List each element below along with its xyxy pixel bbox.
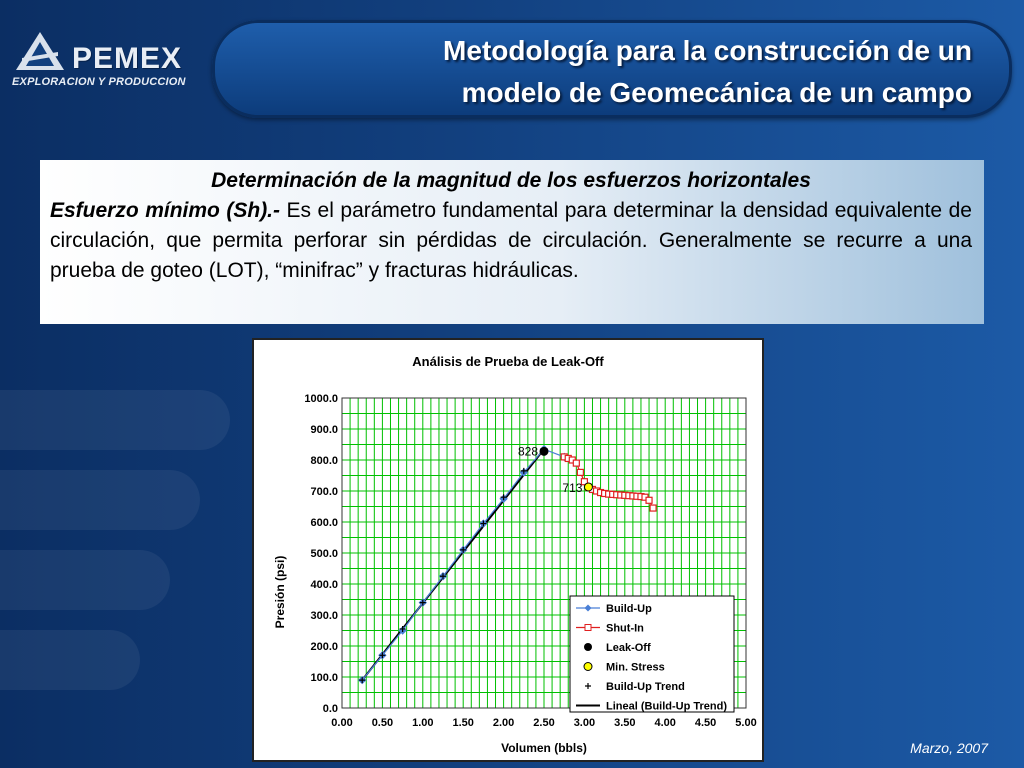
background-shape — [0, 470, 200, 530]
content-box: Determinación de la magnitud de los esfu… — [40, 160, 984, 324]
slide-title-line1: Metodología para la construcción de un — [443, 35, 972, 66]
pemex-eagle-icon — [16, 32, 64, 70]
background-shape — [0, 390, 230, 450]
legend-label: Build-Up Trend — [606, 681, 685, 693]
build-up-trend-point — [440, 573, 446, 580]
footer-date: Marzo, 2007 — [910, 740, 988, 756]
slide-title-line2: modelo de Geomecánica de un campo — [461, 77, 972, 108]
x-tick-label: 1.00 — [412, 717, 433, 729]
build-up-trend-point — [500, 494, 507, 501]
leak-off-chart: 0.00 0.50 1.00 1.50 2.00 2.50 3.00 3.50 4.00 4.50… — [252, 338, 764, 762]
content-heading: Determinación de la magnitud de los esfu… — [211, 169, 811, 192]
y-axis-label: Presión (psi) — [273, 556, 287, 629]
chart-svg: 0.00 0.50 1.00 1.50 2.00 2.50 3.00 3.50 4.00 4.50… — [273, 354, 757, 755]
legend-marker-build-up — [584, 604, 592, 612]
shut-in-point — [649, 504, 657, 512]
logo-subtitle: EXPLORACION Y PRODUCCION — [12, 76, 186, 88]
leak-off-point — [539, 446, 549, 456]
x-tick-label: 3.00 — [574, 717, 595, 729]
chart-title: Análisis de Prueba de Leak-Off — [412, 354, 604, 369]
y-tick-label: 200.0 — [310, 641, 338, 653]
x-tick-label: 3.50 — [614, 717, 635, 729]
legend-marker-build-up-trend — [585, 683, 591, 689]
build-up-trend-point — [480, 520, 487, 527]
x-tick-label: 0.00 — [331, 717, 352, 729]
content-paragraph: Esfuerzo mínimo (Sh).- Es el parámetro f… — [50, 196, 972, 286]
x-tick-label: 4.00 — [654, 717, 675, 729]
x-tick-label: 2.50 — [533, 717, 554, 729]
legend-label: Shut-In — [606, 623, 644, 635]
legend-label: Lineal (Build-Up Trend) — [606, 701, 727, 713]
y-tick-label: 400.0 — [310, 579, 338, 591]
annotation-min-stress: 713 — [562, 481, 582, 495]
x-tick-label: 2.00 — [493, 717, 514, 729]
build-up-trend-point — [520, 467, 527, 474]
content-body: Es el parámetro fundamental para determi… — [50, 199, 972, 282]
logo-brand: PEMEX — [72, 42, 183, 75]
content-term: Esfuerzo mínimo (Sh).- — [50, 199, 281, 222]
background-shape — [0, 550, 170, 610]
legend-marker-leak-off — [584, 643, 592, 651]
slide-title: Metodología para la construcción de un m… — [292, 30, 972, 114]
y-tick-label: 100.0 — [310, 672, 338, 684]
pemex-logo: PEMEX EXPLORACION Y PRODUCCION — [8, 30, 198, 92]
y-tick-label: 900.0 — [310, 424, 338, 436]
x-axis-label: Volumen (bbls) — [501, 741, 587, 755]
title-bar: Metodología para la construcción de un m… — [212, 20, 1012, 118]
x-tick-label: 4.50 — [695, 717, 716, 729]
build-up-trend-point — [379, 652, 386, 659]
build-up-trend-point — [399, 625, 406, 632]
legend-label: Leak-Off — [606, 642, 651, 654]
shut-in-point — [572, 459, 580, 467]
y-tick-label: 800.0 — [310, 455, 338, 467]
min-stress-point — [583, 482, 593, 492]
annotation-leak-off: 828 — [518, 444, 538, 458]
shut-in-point — [580, 478, 588, 486]
background-shape — [0, 630, 140, 690]
y-tick-label: 0.0 — [323, 703, 338, 715]
build-up-trend-point — [419, 599, 426, 606]
lineal-trend-line — [361, 448, 545, 681]
legend-marker-shut-in — [584, 624, 592, 631]
legend-box — [569, 595, 735, 713]
y-tick-label: 700.0 — [310, 486, 338, 498]
shut-in-point — [645, 496, 653, 504]
y-tick-label: 600.0 — [310, 517, 338, 529]
shut-in-point — [576, 468, 584, 476]
build-up-trend-point — [359, 677, 366, 684]
plot-area — [341, 397, 747, 709]
x-tick-label: 5.00 — [735, 717, 756, 729]
legend-label: Build-Up — [606, 603, 652, 615]
y-tick-label: 1000.0 — [304, 393, 338, 405]
legend-marker-min-stress — [583, 662, 593, 671]
build-up-trend-point — [460, 546, 467, 553]
y-tick-label: 500.0 — [310, 548, 338, 560]
y-tick-label: 300.0 — [310, 610, 338, 622]
x-tick-label: 0.50 — [372, 717, 393, 729]
x-tick-label: 1.50 — [452, 717, 473, 729]
legend-label: Min. Stress — [606, 662, 665, 674]
